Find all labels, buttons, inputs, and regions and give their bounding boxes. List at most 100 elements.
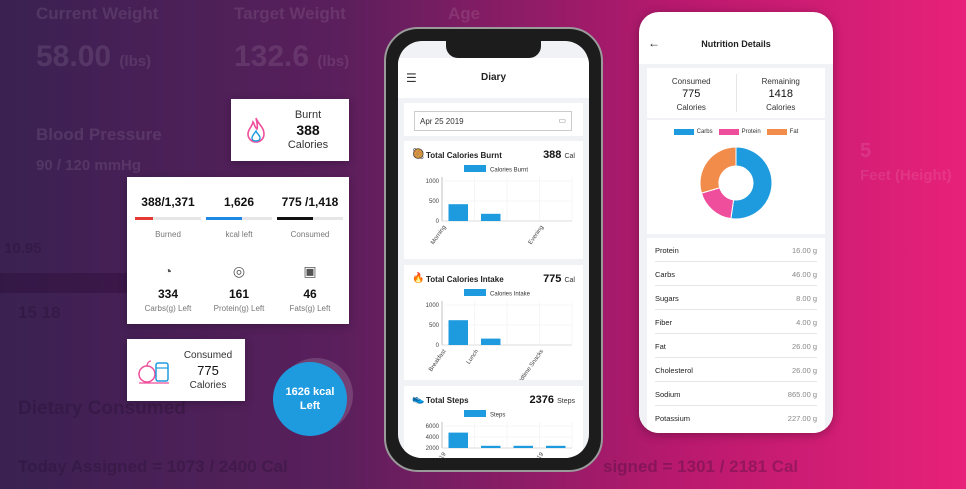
burnt-chart-unit: Cal [564,153,575,160]
chart-x-tick: Evening [528,225,545,246]
kcal-left-badge: 1626 kcal Left [273,362,347,436]
chart-y-tick: 4000 [426,435,440,441]
calories-burnt-card: 🥘 Total Calories Burnt 388 Cal Calories … [404,141,583,259]
stat-burned: 388/1,371 Burned [135,195,201,239]
stat-kcal-left-bar [206,217,272,220]
chart-bar [448,320,468,345]
consumed-unit: Calories [189,379,227,391]
chart-legend-label: Steps [490,413,505,419]
chart-y-tick: 500 [429,323,440,329]
nutrient-row: Fat 26.00 g [655,334,817,358]
bg-height-value: 5 [860,140,872,162]
legend-fat-swatch [766,129,787,135]
progress-fill [277,217,314,220]
stat-consumed-bar [277,217,343,220]
burnt-card: Burnt 388 Calories [231,99,349,161]
stat-kcal-left-value: 1,626 [223,195,255,209]
nutrition-phone: ← Nutrition Details Consumed 775 Calorie… [639,12,833,433]
nutrient-value: 26.00 g [791,366,817,375]
date-input[interactable]: Apr 25 2019 ▭ [414,111,572,131]
legend-fat: Fat [766,129,799,135]
legend-carbs-label: Carbs [696,129,713,135]
chart-x-tick: Bedtime Snacks [515,349,545,380]
protein-icon: ◎ [232,263,246,279]
chart-legend-label: Calories Intake [490,292,531,298]
legend-fat-label: Fat [789,129,799,135]
nutrition-consumed-value: 775 [682,88,701,100]
chart-y-tick: 2000 [426,446,440,452]
bg-current-weight: Current Weight [36,4,159,23]
macro-pie-box: Carbs Protein Fat [647,120,825,234]
nutrient-row: Protein 16.00 g [655,238,817,262]
nutrition-remaining: Remaining 1418 Calories [737,68,826,118]
nutrition-consumed-unit: Calories [676,103,706,112]
date-value: Apr 25 2019 [420,117,464,126]
chart-x-tick: Morning [430,225,447,246]
date-picker-card: Apr 25 2019 ▭ [404,103,583,136]
nutrient-value: 227.00 g [787,414,817,423]
chart-bar [481,445,501,448]
steps-chart-value: 2376 [529,394,555,406]
chart-x-tick: Breakfast [428,348,448,372]
intake-chart-value: 775 [543,273,562,285]
stat-consumed-label: Consumed [290,230,330,239]
chart-legend-swatch [464,165,486,172]
calories-intake-card: 🔥 Total Calories Intake 775 Cal Calories… [404,265,583,380]
nutrient-name: Cholesterol [655,366,693,375]
chart-y-tick: 6000 [426,424,440,430]
bg-weight-number: 58.00 [36,40,112,73]
burnt-chart-title: Total Calories Burnt [426,151,502,160]
progress-fill [206,217,243,220]
nutrient-row: Cholesterol 26.00 g [655,358,817,382]
consumed-remaining-box: Consumed 775 Calories Remaining 1418 Cal… [647,68,825,118]
burnt-label: Burnt [294,108,322,121]
nutrient-row: Sodium 865.00 g [655,382,817,406]
calendar-icon[interactable]: ▭ [558,116,566,125]
nutrient-row: Fiber 4.00 g [655,310,817,334]
burnt-value: 388 [296,121,320,138]
chart-bar [481,338,501,345]
nutrient-name: Protein [655,246,679,255]
bg-left-numbers: 15 18 [18,303,61,322]
macro-fats: ▣ 46 Fats(g) Left [277,263,343,313]
nutrient-value: 865.00 g [787,390,817,399]
progress-fill [135,217,154,220]
nutrient-row: Sugars 8.00 g [655,286,817,310]
nutrient-name: Potassium [655,414,691,423]
nutrient-value: 8.00 g [796,294,817,303]
legend-protein-swatch [718,129,739,135]
steps-card: 👟 Total Steps 2376 Steps Steps 6000 4000 20… [404,386,583,458]
nutrient-name: Fat [655,342,666,351]
chart-y-tick: 1000 [426,303,440,309]
burnt-chart-value: 388 [543,149,562,161]
bg-range-bar [0,273,127,293]
steps-chart-icon: 👟 [412,394,425,405]
phone-notch [446,41,541,58]
nutrient-value: 26.00 g [791,342,817,351]
back-arrow-icon[interactable]: ← [648,36,660,50]
nutrient-list: Protein 16.00 g Carbs 46.00 g Sugars 8.00 g… [647,238,825,433]
bg-bp-value: 90 / 120 mmHg [36,157,142,174]
stat-burned-value: 388/1,371 [141,195,195,209]
chart-y-tick: 1000 [426,179,440,185]
bg-today-assigned: Today Assigned = 1073 / 2400 Cal [18,457,288,476]
nutrition-remaining-unit: Calories [766,103,796,112]
bg-weight-value: 58.00 (lbs) [36,40,151,74]
steps-chart-unit: Steps [557,398,575,405]
burnt-unit: Calories [287,138,329,151]
carbs-icon: ◔ [163,263,173,279]
bg-target-weight: Target Weight [234,4,346,23]
menu-icon[interactable]: ☰ [406,71,417,85]
chart-y-tick: 0 [436,219,440,225]
pie-legend: Carbs Protein Fat [647,129,825,135]
nutrient-name: Sugars [655,294,679,303]
steps-chart-total: 2376 Steps [530,394,575,406]
kcal-left-label: Left [299,400,321,412]
legend-carbs-swatch [673,129,694,135]
food-icon [138,360,169,384]
nutrition-body: Consumed 775 Calories Remaining 1418 Cal… [639,64,833,433]
chart-bar [448,204,468,221]
